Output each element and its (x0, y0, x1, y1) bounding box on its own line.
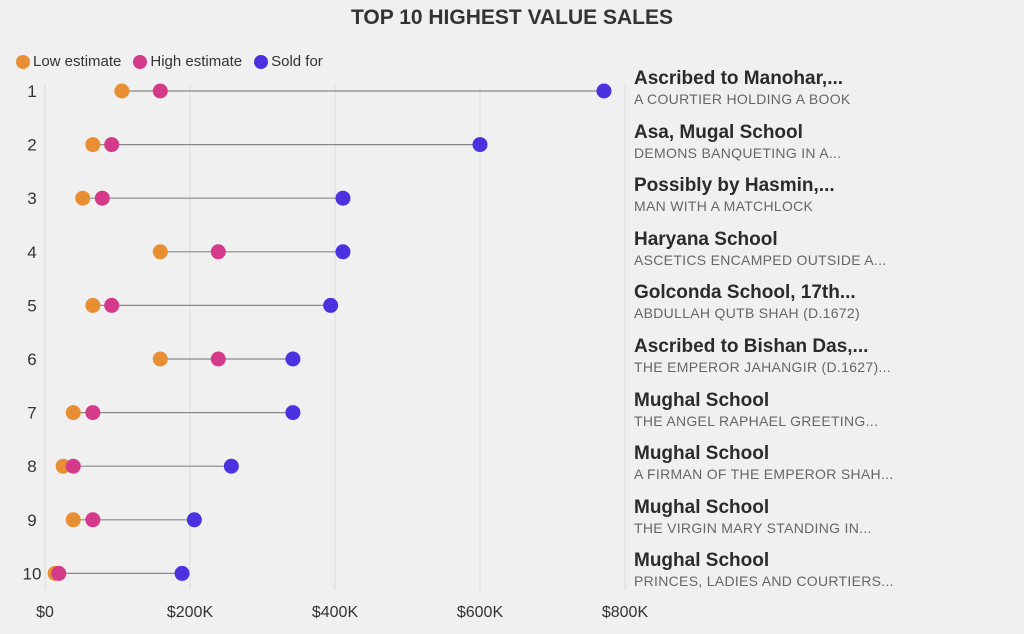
artwork-title: THE ANGEL RAPHAEL GREETING... (634, 412, 879, 429)
row-label: Mughal School A FIRMAN OF THE EMPEROR SHA… (634, 443, 1014, 482)
legend-swatch-sold (254, 54, 269, 69)
artist-name: Mughal School (634, 443, 770, 465)
point-low-estimate (75, 190, 91, 206)
x-tick-label: $800K (602, 604, 649, 621)
row-label: Mughal School THE VIRGIN MARY STANDING IN… (634, 497, 1014, 536)
rank-label: 6 (27, 350, 36, 369)
point-low-estimate (152, 244, 168, 260)
point-high-estimate (210, 351, 226, 367)
artwork-title: A FIRMAN OF THE EMPEROR SHAH... (634, 466, 894, 483)
artist-name: Mughal School (634, 550, 770, 572)
point-high-estimate (104, 137, 120, 153)
artwork-title: ABDULLAH QUTB SHAH (D.1672) (634, 305, 860, 322)
legend: Low estimate High estimate Sold for (16, 53, 323, 70)
point-low-estimate (152, 351, 168, 367)
rank-label: 5 (27, 296, 36, 315)
legend-item-sold[interactable]: Sold for (254, 53, 323, 70)
point-low-estimate (65, 405, 81, 421)
point-low-estimate (114, 83, 130, 99)
artist-name: Possibly by Hasmin,... (634, 175, 835, 197)
point-high-estimate (85, 405, 101, 421)
point-sold-for (335, 244, 351, 260)
point-sold-for (223, 458, 239, 474)
rank-label: 8 (27, 457, 36, 476)
row-label: Haryana School ASCETICS ENCAMPED OUTSIDE … (634, 229, 1014, 268)
point-high-estimate (85, 512, 101, 528)
artwork-title: MAN WITH A MATCHLOCK (634, 198, 814, 215)
rank-label: 7 (27, 404, 36, 423)
x-tick-label: $0 (36, 604, 54, 621)
rank-label: 4 (27, 243, 36, 262)
artist-name: Golconda School, 17th... (634, 282, 856, 304)
point-high-estimate (94, 190, 110, 206)
artwork-title: A COURTIER HOLDING A BOOK (634, 91, 851, 107)
legend-item-low[interactable]: Low estimate (16, 53, 121, 70)
artwork-title: PRINCES, LADIES AND COURTIERS... (634, 573, 894, 590)
x-tick-label: $400K (312, 604, 359, 621)
legend-swatch-high (133, 54, 148, 69)
point-high-estimate (65, 458, 81, 474)
rank-label: 9 (27, 511, 36, 530)
artist-name: Ascribed to Bishan Das,... (634, 336, 869, 357)
row-label: Golconda School, 17th... ABDULLAH QUTB SH… (634, 282, 1014, 321)
x-tick-label: $600K (457, 604, 504, 621)
row-label: Mughal School PRINCES, LADIES AND COURTIE… (634, 550, 1014, 589)
legend-swatch-low (16, 54, 30, 69)
row-label: Asa, Mugal School DEMONS BANQUETING IN A.… (634, 122, 1014, 161)
artwork-title: DEMONS BANQUETING IN A... (634, 144, 842, 161)
point-sold-for (335, 190, 351, 206)
point-sold-for (596, 83, 612, 99)
point-high-estimate (51, 565, 67, 581)
point-low-estimate (85, 297, 101, 313)
point-sold-for (285, 405, 301, 421)
x-tick-label: $200K (167, 604, 214, 621)
legend-label-sold: Sold for (271, 53, 323, 70)
point-sold-for (285, 351, 301, 367)
artist-name: Haryana School (634, 228, 778, 250)
artwork-title: THE EMPEROR JAHANGIR (D.1627)... (634, 359, 891, 375)
artist-name: Ascribed to Manohar,... (634, 68, 844, 89)
row-label: Ascribed to Manohar,... A COURTIER HOLDIN… (634, 68, 1014, 107)
point-high-estimate (210, 244, 226, 260)
point-sold-for (186, 512, 202, 528)
rank-label: 10 (23, 564, 42, 583)
point-low-estimate (65, 512, 81, 528)
point-low-estimate (85, 137, 101, 153)
artwork-title: ASCETICS ENCAMPED OUTSIDE A... (634, 251, 887, 268)
artist-name: Mughal School (634, 389, 770, 411)
row-label: Possibly by Hasmin,... MAN WITH A MATCHLO… (634, 175, 1014, 214)
artist-name: Asa, Mugal School (634, 121, 803, 143)
legend-item-high[interactable]: High estimate (133, 53, 242, 70)
artwork-title: THE VIRGIN MARY STANDING IN... (634, 519, 872, 536)
rank-label: 2 (27, 136, 36, 155)
point-sold-for (174, 565, 190, 581)
point-high-estimate (152, 83, 168, 99)
point-sold-for (472, 137, 488, 153)
point-high-estimate (104, 297, 120, 313)
legend-label-high: High estimate (150, 53, 243, 70)
chart-title: TOP 10 HIGHEST VALUE SALES (350, 6, 674, 29)
rank-label: 1 (27, 82, 36, 101)
rank-label: 3 (27, 189, 36, 208)
row-label: Mughal School THE ANGEL RAPHAEL GREETING.… (634, 390, 1014, 429)
point-sold-for (323, 297, 339, 313)
artist-name: Mughal School (634, 496, 770, 518)
row-label: Ascribed to Bishan Das,... THE EMPEROR JA… (634, 336, 1014, 375)
legend-label-low: Low estimate (33, 53, 122, 70)
